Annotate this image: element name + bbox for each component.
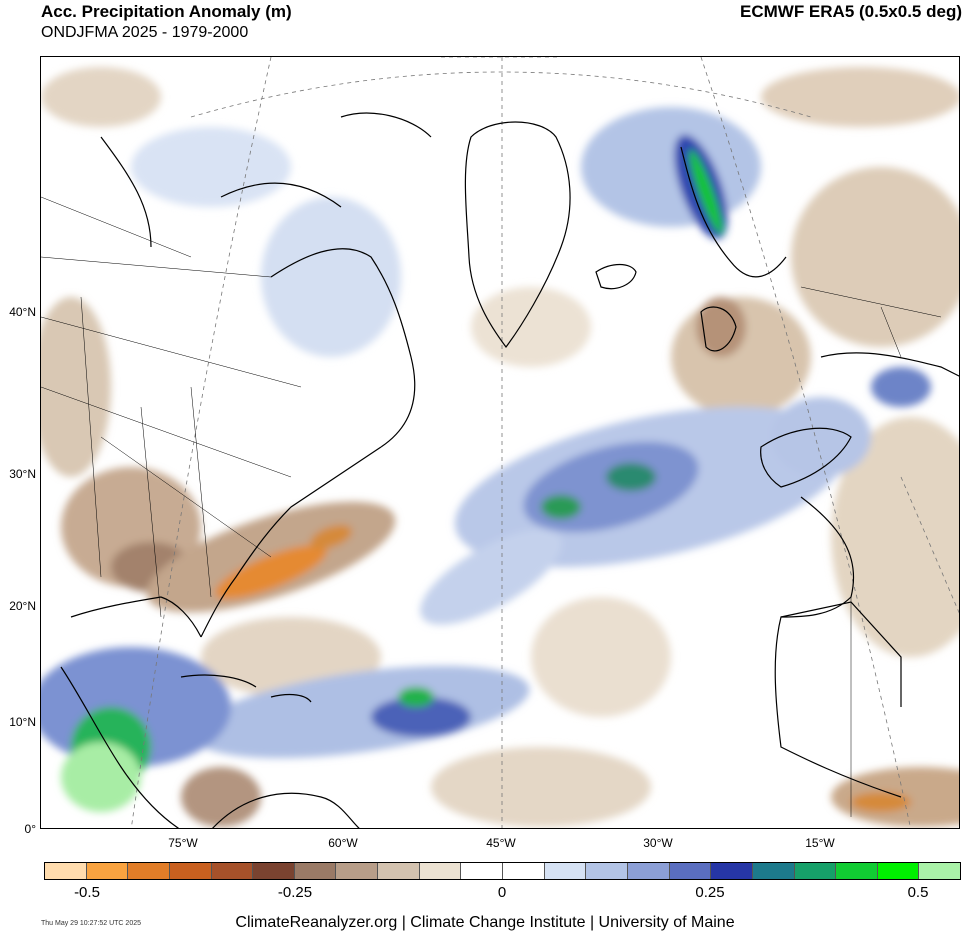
colorbar-segment <box>544 863 587 879</box>
colorbar-segment <box>378 863 420 879</box>
colorbar-segment <box>336 863 379 879</box>
lat-label-30n: 30°N <box>9 467 36 481</box>
colorbar-segment <box>294 863 337 879</box>
credit-line: ClimateReanalyzer.org | Climate Change I… <box>235 914 735 931</box>
lon-label-45w: 45°W <box>486 836 516 850</box>
colorbar-segment <box>877 863 920 879</box>
lon-label-75w: 75°W <box>168 836 198 850</box>
colorbar-segment <box>86 863 129 879</box>
colorbar-segment <box>627 863 670 879</box>
colorbar-segment <box>669 863 712 879</box>
graticule <box>130 57 959 828</box>
colorbar-segment <box>503 863 545 879</box>
colorbar-segment <box>128 863 170 879</box>
lat-label-20n: 20°N <box>9 599 36 613</box>
colorbar-segment <box>836 863 878 879</box>
lon-label-15w: 15°W <box>805 836 835 850</box>
colorbar-segment <box>211 863 254 879</box>
colorbar <box>44 862 961 880</box>
colorbar-segment <box>586 863 628 879</box>
colorbar-label-quarter: 0.25 <box>695 884 725 901</box>
lon-label-60w: 60°W <box>328 836 358 850</box>
colorbar-segment <box>419 863 462 879</box>
lat-label-0: 0° <box>24 822 36 836</box>
anomaly-field <box>41 67 959 827</box>
colorbar-label-max: 0.5 <box>907 884 929 901</box>
colorbar-segment <box>919 863 961 879</box>
timestamp: Thu May 29 10:27:52 UTC 2025 <box>41 920 142 927</box>
lat-label-10n: 10°N <box>9 715 36 729</box>
map-panel <box>40 56 960 829</box>
map-subtitle: ONDJFMA 2025 - 1979-2000 <box>41 24 249 41</box>
colorbar-segment <box>711 863 753 879</box>
colorbar-segment <box>461 863 504 879</box>
colorbar-label-neg-quarter: -0.25 <box>277 884 313 901</box>
coastlines <box>60 112 959 828</box>
borders <box>41 196 942 817</box>
lat-label-40n: 40°N <box>9 305 36 319</box>
colorbar-segment <box>794 863 837 879</box>
colorbar-segment <box>752 863 795 879</box>
anomaly-map <box>41 57 959 828</box>
colorbar-label-zero: 0 <box>497 884 507 901</box>
colorbar-label-min: -0.5 <box>74 884 100 901</box>
data-source: ECMWF ERA5 (0.5x0.5 deg) <box>740 2 962 21</box>
colorbar-segment <box>253 863 295 879</box>
colorbar-segment <box>45 863 87 879</box>
map-title: Acc. Precipitation Anomaly (m) <box>41 2 292 21</box>
lon-label-30w: 30°W <box>643 836 673 850</box>
colorbar-segment <box>169 863 212 879</box>
